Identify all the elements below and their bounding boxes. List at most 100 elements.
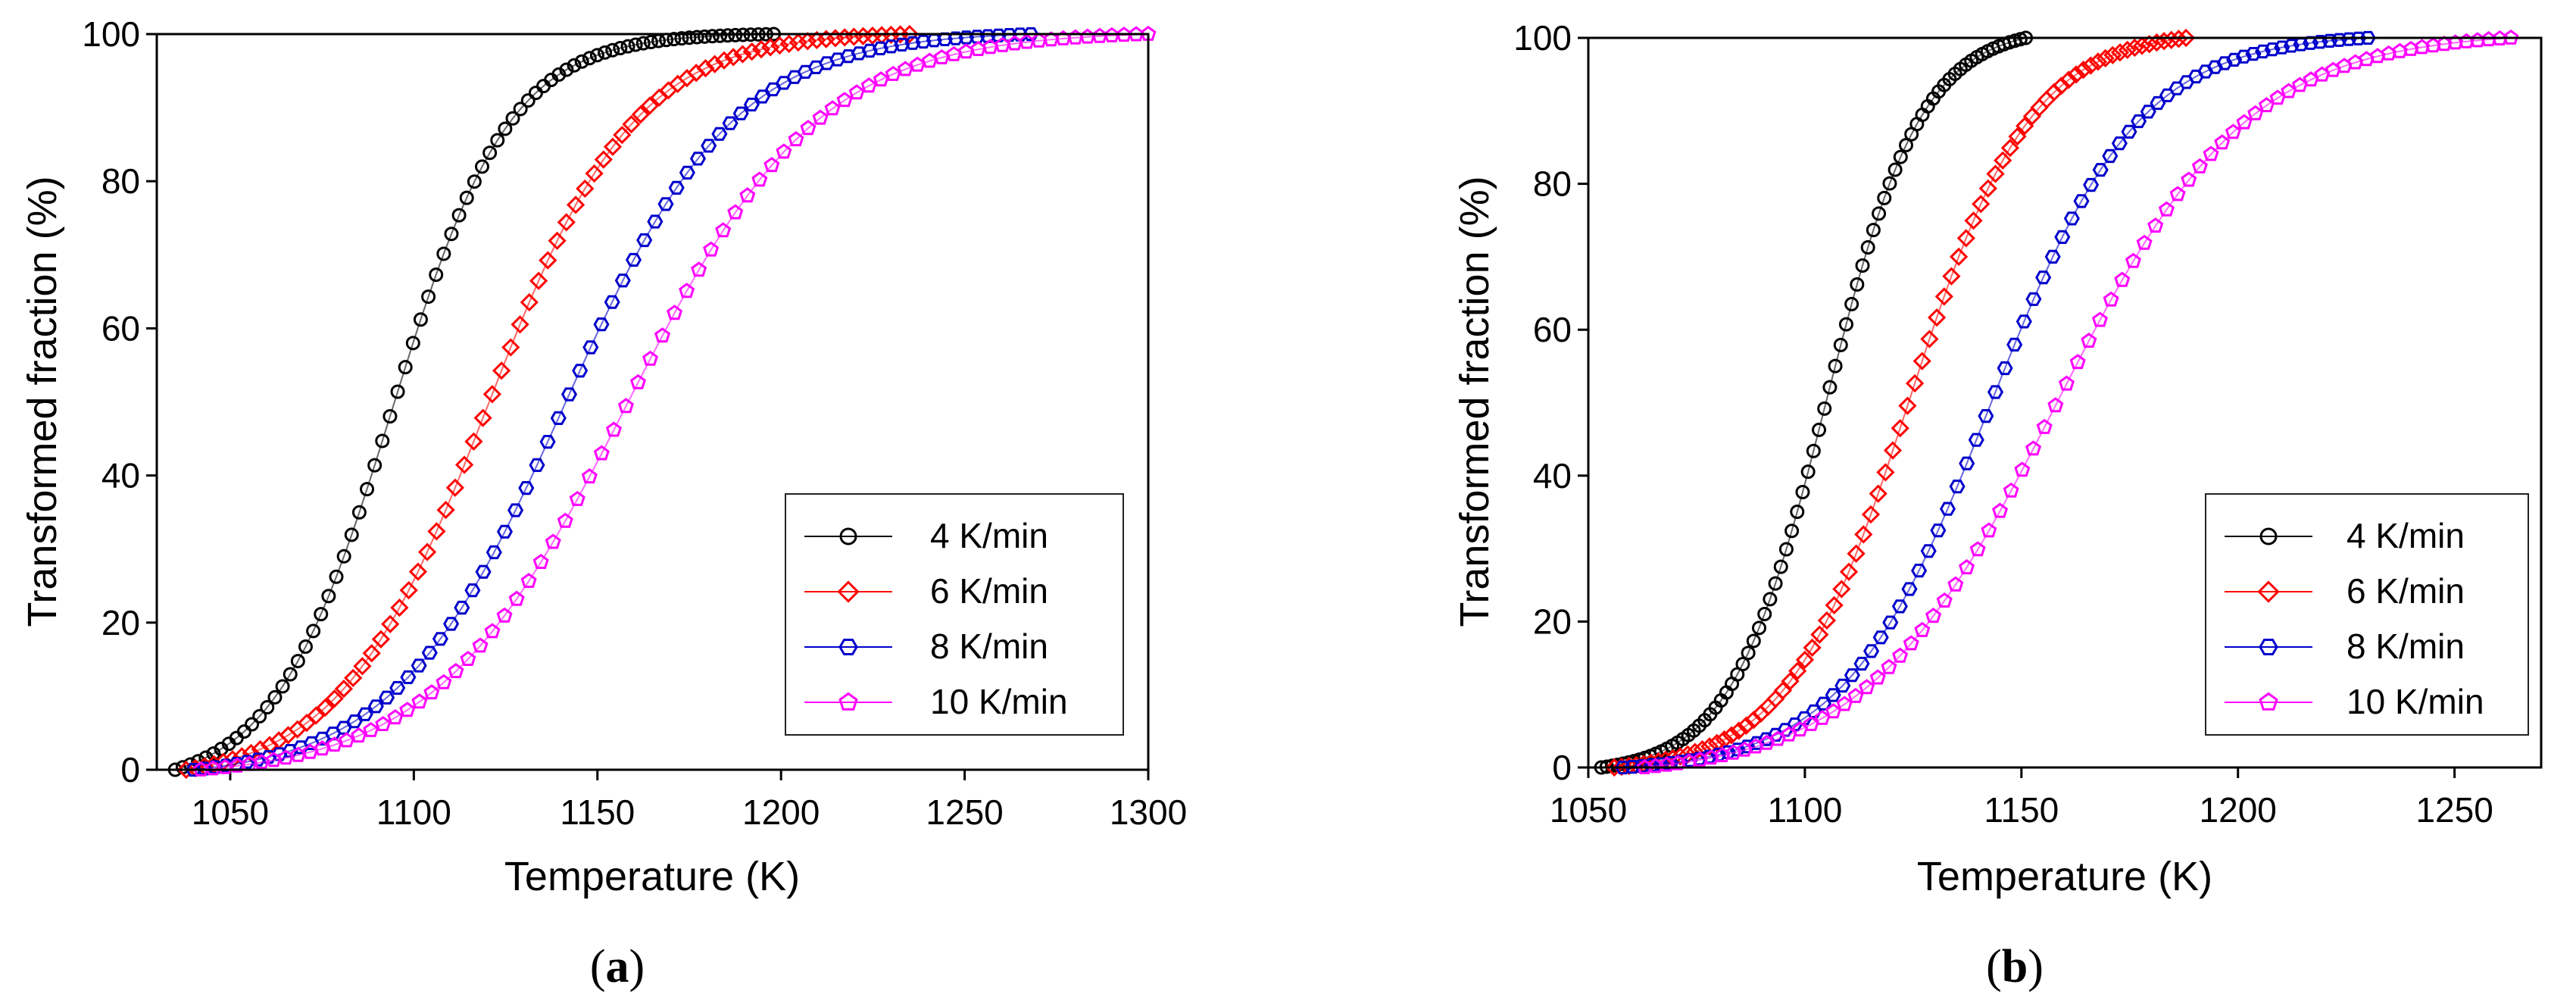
data-point <box>334 679 354 699</box>
data-point <box>1746 633 1761 649</box>
legend-entry-label: 10 K/min <box>930 682 1068 721</box>
data-point <box>1700 737 1719 756</box>
data-point <box>1882 176 1897 191</box>
data-point <box>2136 234 2153 250</box>
data-point <box>2054 230 2071 244</box>
data-point <box>840 49 857 64</box>
data-point <box>1752 620 1767 636</box>
data-point <box>724 48 743 67</box>
data-point <box>1741 645 1756 661</box>
data-point <box>631 105 650 124</box>
data-point <box>2059 70 2078 89</box>
data-point <box>363 721 379 737</box>
data-point <box>290 654 305 669</box>
data-point <box>275 679 290 694</box>
data-point <box>1859 679 1875 695</box>
data-point <box>381 614 400 633</box>
data-point <box>711 127 728 141</box>
y-tick-label: 40 <box>1533 456 1572 495</box>
data-point <box>1866 223 1881 238</box>
y-axis-title: Transformed fraction (%) <box>20 176 65 627</box>
data-point <box>423 684 440 700</box>
data-point <box>464 432 483 451</box>
data-point <box>529 271 548 290</box>
data-point <box>1869 484 1888 503</box>
data-point <box>1914 621 1931 637</box>
data-point <box>1803 638 1822 658</box>
data-point <box>603 137 623 156</box>
data-point <box>2255 44 2272 59</box>
data-point <box>375 433 390 449</box>
data-point <box>2016 314 2032 329</box>
data-point <box>490 133 505 148</box>
data-point <box>492 361 511 380</box>
data-point <box>474 159 489 174</box>
series-4-k-min <box>167 27 781 777</box>
data-point <box>260 700 275 715</box>
data-point <box>1978 409 1994 424</box>
y-tick-label: 20 <box>1533 602 1572 641</box>
legend-marker <box>838 639 858 655</box>
data-point <box>668 180 685 195</box>
data-point <box>1903 635 1919 651</box>
data-point <box>647 214 664 229</box>
data-point <box>2125 38 2144 58</box>
data-point <box>598 45 613 60</box>
data-point <box>636 233 653 248</box>
data-point <box>379 690 395 705</box>
data-point <box>1838 317 1853 332</box>
data-point <box>1969 541 1986 557</box>
data-point <box>1828 358 1843 374</box>
y-axis: 0 20 40 60 80 100 <box>1513 18 1572 787</box>
data-point <box>1605 758 1624 777</box>
data-point <box>2058 375 2075 391</box>
data-point <box>2236 114 2253 130</box>
data-point <box>482 145 498 161</box>
data-point <box>904 36 921 50</box>
legend: 4 K/min 6 K/min 8 K/min 10 K/min <box>785 493 1124 736</box>
data-point <box>788 33 808 52</box>
data-point <box>727 204 744 220</box>
data-point <box>574 54 589 69</box>
x-tick-label: 1250 <box>2415 790 2493 830</box>
x-tick-label: 1200 <box>742 792 820 832</box>
data-point <box>1872 206 1887 221</box>
data-point <box>316 698 335 717</box>
legend-symbol <box>804 692 892 711</box>
data-point <box>1788 661 1807 680</box>
data-point <box>413 312 428 327</box>
data-point <box>701 139 717 153</box>
data-point <box>732 106 749 120</box>
data-point <box>236 724 251 739</box>
data-point <box>1882 615 1899 630</box>
chart-panel-b: 1050 1100 1150 1200 1250 0 20 40 60 80 1… <box>1452 18 2543 992</box>
data-point <box>408 562 428 581</box>
data-point <box>1972 195 1991 214</box>
data-point <box>1981 522 1997 538</box>
data-point <box>733 45 752 64</box>
data-point <box>1822 380 1838 395</box>
data-point <box>2114 271 2131 287</box>
data-point <box>622 114 641 134</box>
data-point <box>1834 678 1851 693</box>
data-point <box>1768 576 1783 591</box>
data-point <box>594 150 613 169</box>
data-point <box>2081 56 2100 75</box>
data-point <box>454 455 474 474</box>
data-point <box>344 527 359 542</box>
data-point <box>872 41 889 55</box>
data-point <box>582 340 599 355</box>
data-point <box>367 699 384 714</box>
series-10-k-min <box>1636 29 2519 774</box>
data-point <box>1795 650 1815 670</box>
data-point <box>679 165 695 180</box>
data-point <box>1825 688 1841 702</box>
data-point <box>429 267 444 283</box>
data-point <box>1836 695 1853 711</box>
data-point <box>518 481 535 495</box>
data-point <box>829 52 846 67</box>
data-point <box>2014 461 2031 477</box>
data-point <box>2063 211 2080 226</box>
data-point <box>1925 608 1942 624</box>
data-point <box>2140 35 2159 54</box>
